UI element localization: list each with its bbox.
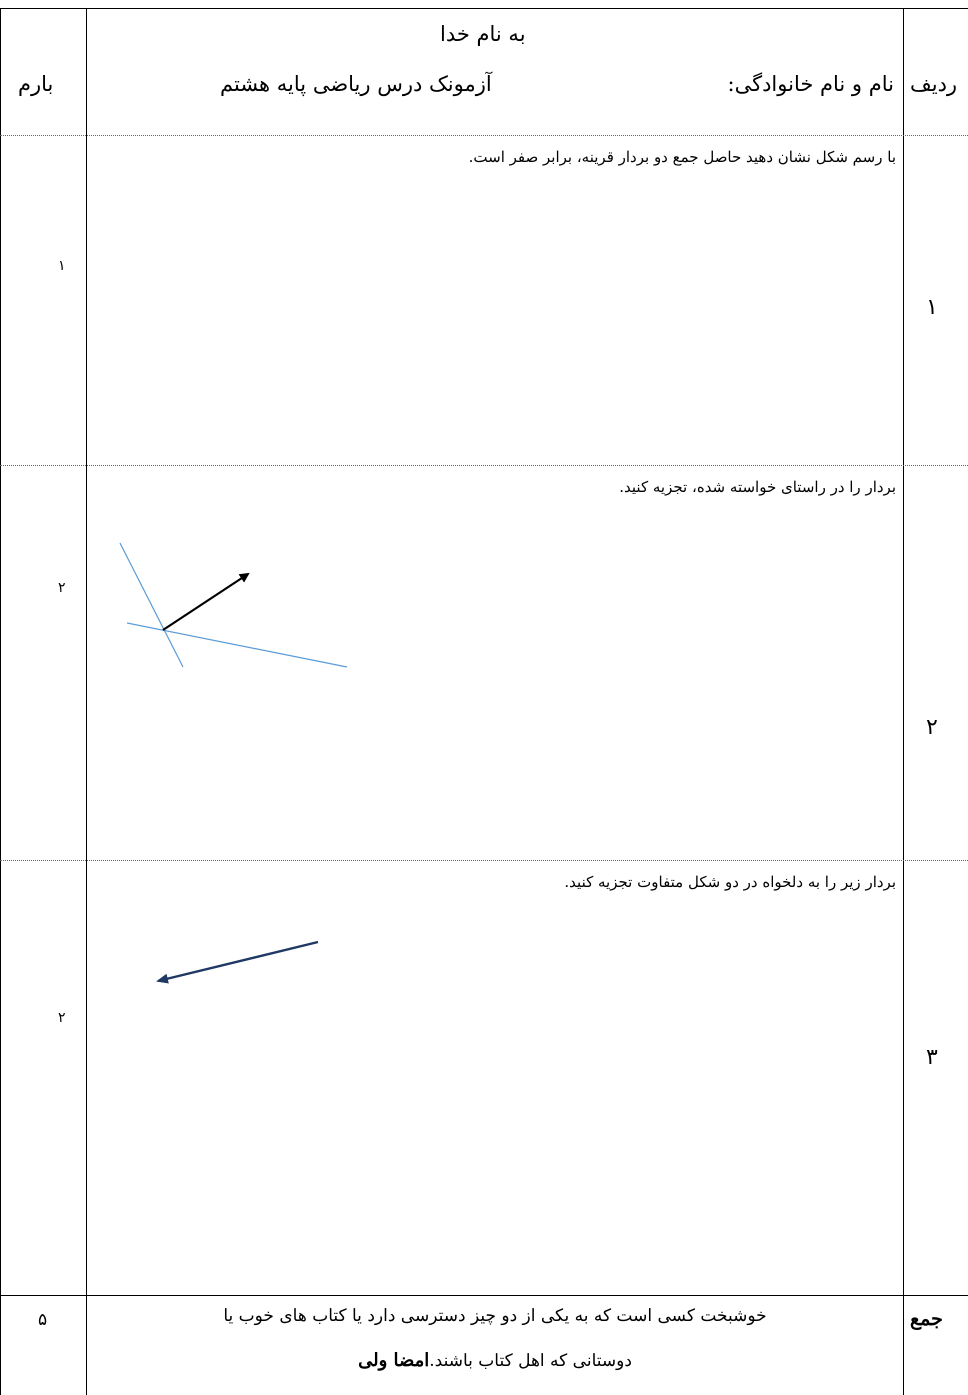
question-2-text: بردار را در راستای خواسته شده، تجزیه کنی… [619, 478, 896, 496]
exam-title: آزمونک درس ریاضی پایه هشتم [220, 72, 492, 96]
quote-line-1: خوشبخت کسی است که به یکی از دو چیز دسترس… [223, 1306, 767, 1326]
vector-q2 [162, 572, 250, 631]
question-1-score: ۱ [58, 258, 66, 274]
table-top-border [0, 8, 968, 9]
quote-line-2: دوستانی که اهل کتاب باشند.امضا ولی [130, 1350, 860, 1371]
quote-author: امضا ولی [358, 1350, 430, 1371]
question-3-text: بردار زیر را به دلخواه در دو شکل متفاوت … [564, 873, 896, 891]
row-divider-header [0, 135, 968, 136]
guide-line-shallow [126, 622, 348, 668]
row-column-border [903, 8, 904, 1395]
score-column-border [86, 8, 87, 1395]
name-label: نام و نام خانوادگی: [727, 72, 895, 96]
guide-line-steep [119, 542, 184, 668]
question-2-score: ۲ [58, 580, 66, 596]
quote-text: دوستانی که اهل کتاب باشند. [429, 1351, 632, 1371]
basmala: به نام خدا [440, 22, 526, 46]
table-left-border [0, 8, 1, 1395]
total-score: ۵ [38, 1310, 48, 1330]
question-2-row: ۲ [926, 715, 938, 740]
row-divider-q2 [0, 860, 968, 861]
row-column-header: ردیف [910, 72, 958, 96]
total-label: جمع [910, 1308, 943, 1330]
question-3-row: ۳ [926, 1045, 938, 1070]
question-1-text: با رسم شکل نشان دهید حاصل جمع دو بردار ق… [468, 148, 896, 166]
score-column-header: بارم [18, 72, 54, 96]
row-divider-q1 [0, 465, 968, 466]
question-1-row: ۱ [926, 295, 938, 320]
vector-q3 [156, 940, 319, 984]
question-3-score: ۲ [58, 1010, 66, 1026]
row-divider-q3 [0, 1295, 968, 1296]
